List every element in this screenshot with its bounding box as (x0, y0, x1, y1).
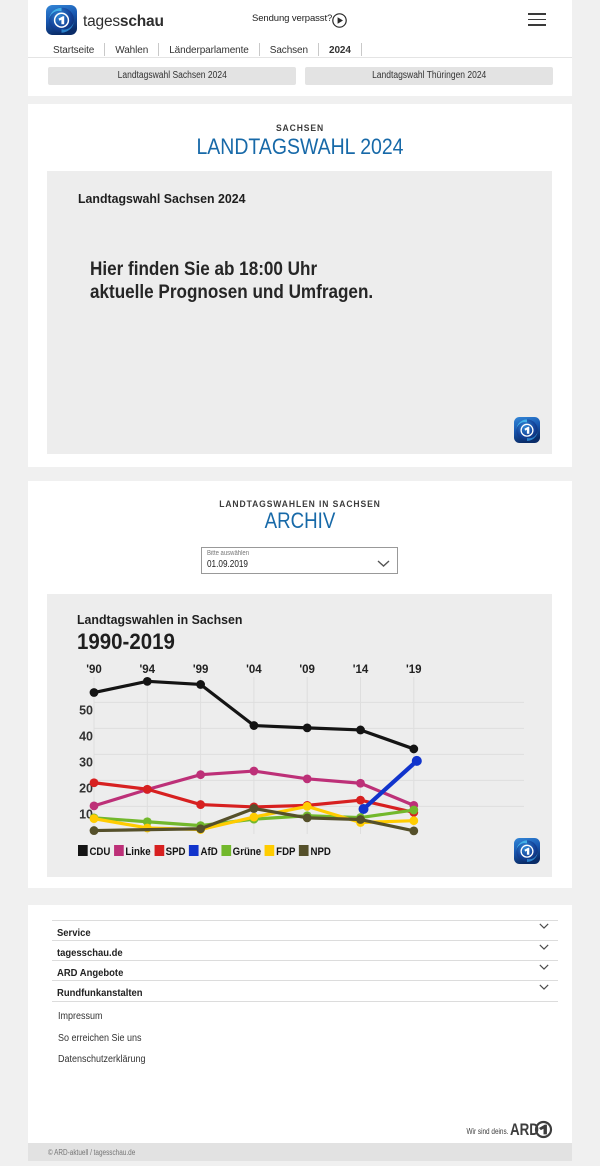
svg-text:20: 20 (79, 781, 93, 795)
svg-text:'14: '14 (353, 664, 369, 676)
svg-text:'94: '94 (140, 664, 156, 676)
svg-text:'04: '04 (246, 664, 262, 676)
svg-text:'90: '90 (86, 664, 102, 676)
svg-text:40: 40 (79, 729, 93, 743)
svg-text:'19: '19 (406, 664, 422, 676)
svg-text:10: 10 (79, 807, 93, 821)
svg-text:'09: '09 (299, 664, 315, 676)
svg-text:50: 50 (79, 703, 93, 717)
svg-text:30: 30 (79, 755, 93, 769)
svg-text:'99: '99 (193, 664, 209, 676)
